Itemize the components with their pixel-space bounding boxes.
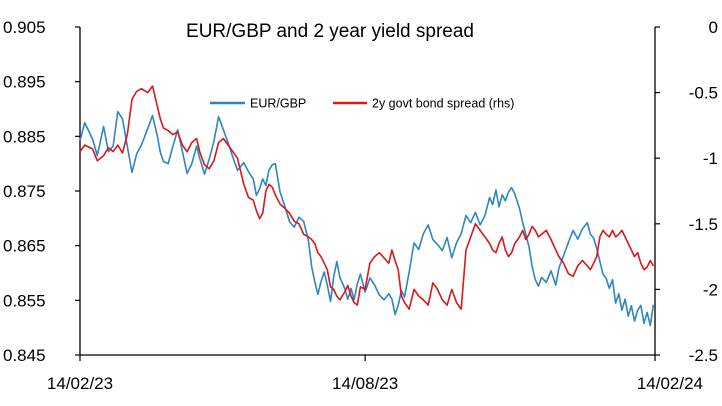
series-layer xyxy=(79,85,655,327)
left-tick-label: 0.905 xyxy=(3,18,46,37)
x-tick-label: 14/08/23 xyxy=(332,374,398,393)
right-tick-label: -2 xyxy=(703,280,718,299)
x-ticks: 14/02/23 14/08/23 14/02/24 xyxy=(47,355,703,393)
legend-label-eurgbp: EUR/GBP xyxy=(250,97,306,111)
x-tick-label: 14/02/23 xyxy=(47,374,113,393)
left-y-ticks: 0.905 0.895 0.885 0.875 0.865 0.855 0.845 xyxy=(3,18,80,365)
right-tick-label: 0 xyxy=(709,18,718,37)
series-line-spread xyxy=(79,85,655,310)
left-tick-label: 0.875 xyxy=(3,182,46,201)
right-tick-label: -1.5 xyxy=(689,215,718,234)
left-tick-label: 0.895 xyxy=(3,73,46,92)
series-line-eurgbp xyxy=(79,110,655,327)
right-y-ticks: 0 -0.5 -1 -1.5 -2 -2.5 xyxy=(655,18,718,365)
left-tick-label: 0.845 xyxy=(3,346,46,365)
left-tick-label: 0.885 xyxy=(3,127,46,146)
x-tick-label: 14/02/24 xyxy=(637,374,703,393)
right-tick-label: -0.5 xyxy=(689,84,718,103)
chart-title: EUR/GBP and 2 year yield spread xyxy=(186,21,474,42)
left-tick-label: 0.855 xyxy=(3,291,46,310)
right-tick-label: -2.5 xyxy=(689,346,718,365)
left-tick-label: 0.865 xyxy=(3,237,46,256)
legend: EUR/GBP 2y govt bond spread (rhs) xyxy=(210,97,514,111)
right-tick-label: -1 xyxy=(703,149,718,168)
legend-label-spread: 2y govt bond spread (rhs) xyxy=(372,97,514,111)
